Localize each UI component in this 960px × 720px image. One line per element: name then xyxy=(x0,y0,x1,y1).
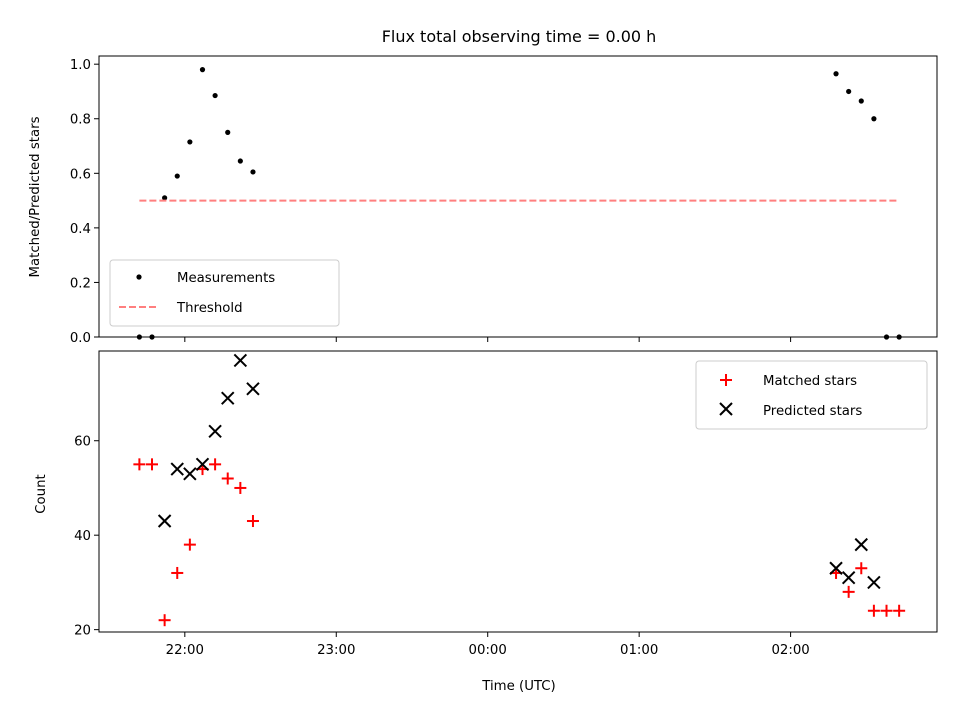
bottom-legend: Matched stars Predicted stars xyxy=(695,360,928,430)
predicted-stars-point xyxy=(854,537,868,552)
predicted-stars-point xyxy=(246,382,260,396)
x-tick-label: 02:00 xyxy=(771,643,809,658)
bottom-marks xyxy=(133,353,906,627)
matched-stars-point xyxy=(842,585,855,598)
measurement-point xyxy=(871,116,877,122)
measurement-point xyxy=(250,169,256,175)
top-y-ticks: 0.0 0.2 0.4 0.6 0.8 1.0 xyxy=(70,58,99,346)
y-tick-label: 0.6 xyxy=(70,167,91,182)
matched-stars-point xyxy=(171,566,184,579)
predicted-stars-point xyxy=(195,457,210,472)
measurement-point xyxy=(212,92,218,99)
top-legend-box xyxy=(109,259,340,327)
bottom-axes-frame xyxy=(98,350,938,633)
predicted-stars-point xyxy=(157,514,172,528)
top-legend: Measurements Threshold xyxy=(109,259,340,327)
top-marks xyxy=(136,67,902,340)
matched-stars-point xyxy=(893,604,906,617)
x-tick-label: 23:00 xyxy=(317,643,355,658)
measurement-point xyxy=(162,195,168,201)
measurement-point xyxy=(225,129,231,135)
matched-stars-point xyxy=(855,562,868,575)
measurement-point xyxy=(174,173,180,179)
measurement-point xyxy=(846,88,852,95)
y-tick-label: 0.0 xyxy=(70,331,91,346)
chart-title: Flux total observing time = 0.00 h xyxy=(382,27,657,46)
top-y-axis-label: Matched/Predicted stars xyxy=(28,116,43,277)
measurement-point xyxy=(199,67,206,73)
legend-measurements-marker xyxy=(136,274,142,280)
measurement-point xyxy=(858,98,864,104)
measurement-point xyxy=(833,71,839,77)
matched-stars-point xyxy=(209,458,222,471)
matched-stars-point xyxy=(867,604,880,617)
matched-stars-point xyxy=(183,538,196,551)
y-tick-label: 1.0 xyxy=(70,58,91,73)
y-tick-label: 0.4 xyxy=(70,222,91,237)
bottom-y-axis-label: Count xyxy=(34,474,49,514)
x-tick-label: 01:00 xyxy=(620,643,658,658)
predicted-stars-point xyxy=(170,462,184,476)
predicted-stars-point xyxy=(829,561,843,575)
x-axis-label: Time (UTC) xyxy=(481,679,556,694)
matched-stars-point xyxy=(880,604,893,617)
predicted-stars-point xyxy=(233,353,248,368)
legend-threshold-label: Threshold xyxy=(176,301,243,316)
predicted-stars-point xyxy=(208,424,222,438)
measurement-point xyxy=(187,139,193,145)
matched-stars-point xyxy=(158,614,171,627)
matched-stars-point xyxy=(146,458,159,471)
top-x-ticks xyxy=(184,337,792,342)
y-tick-label: 60 xyxy=(74,435,91,450)
y-tick-label: 0.8 xyxy=(70,113,91,128)
bottom-x-ticks: 22:00 23:00 00:00 01:00 02:00 xyxy=(166,632,810,658)
matched-stars-point xyxy=(133,458,146,471)
predicted-stars-point xyxy=(221,391,235,405)
bottom-y-ticks: 20 40 60 xyxy=(74,435,99,639)
predicted-stars-point xyxy=(183,467,197,481)
legend-matched-label: Matched stars xyxy=(763,374,857,389)
legend-predicted-label: Predicted stars xyxy=(763,404,862,419)
legend-matched-marker xyxy=(720,374,732,386)
x-tick-label: 00:00 xyxy=(469,643,507,658)
predicted-stars-point xyxy=(841,570,856,585)
matched-stars-point xyxy=(234,481,247,494)
y-tick-label: 0.2 xyxy=(70,276,91,291)
bottom-legend-box xyxy=(695,360,928,430)
x-tick-label: 22:00 xyxy=(166,643,204,658)
matched-stars-point xyxy=(221,472,234,485)
measurement-point xyxy=(237,158,243,164)
bottom-panel: 20 40 60 22:00 23:00 00:00 01:00 02:00 Count T… xyxy=(34,350,938,694)
predicted-stars-point xyxy=(867,575,881,590)
legend-predicted-marker xyxy=(719,402,733,416)
legend-measurements-label: Measurements xyxy=(177,271,275,286)
matched-stars-point xyxy=(246,515,259,528)
y-tick-label: 40 xyxy=(74,529,91,544)
y-tick-label: 20 xyxy=(74,624,91,639)
top-panel: 0.0 0.2 0.4 0.6 0.8 1.0 Matched/Predicted sta… xyxy=(28,55,938,346)
top-axes-frame xyxy=(98,55,938,338)
